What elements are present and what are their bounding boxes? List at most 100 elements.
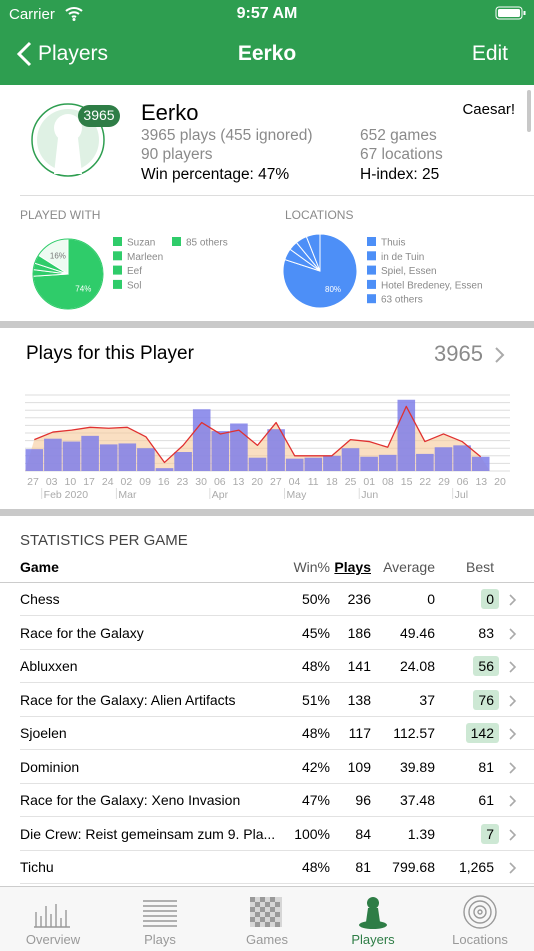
- bar: [62, 441, 81, 471]
- x-tick-label: 25: [345, 476, 357, 488]
- month-label: May: [287, 489, 308, 501]
- edit-button[interactable]: Edit: [471, 42, 508, 65]
- table-cell: 142: [465, 723, 499, 743]
- x-tick-label: 11: [308, 476, 319, 488]
- plays-total[interactable]: 3965: [434, 341, 483, 366]
- table-cell: Win%: [293, 559, 330, 575]
- legend-swatch: [113, 265, 122, 275]
- header: [0, 0, 534, 85]
- x-tick-label: 08: [382, 476, 394, 488]
- legend-swatch: [113, 251, 122, 261]
- table-cell: 37: [419, 691, 435, 708]
- x-tick-label: 15: [401, 476, 413, 488]
- table-cell: Game: [20, 559, 59, 575]
- chevron-path: [509, 761, 517, 774]
- legend-swatch: [367, 279, 376, 289]
- tab-label[interactable]: Overview: [25, 932, 81, 947]
- table-cell: 117: [348, 725, 371, 741]
- scrollbar: [527, 90, 531, 132]
- table-row[interactable]: [0, 750, 534, 783]
- chevron: [509, 594, 517, 606]
- legend-label: Suzan: [127, 238, 155, 249]
- divider: [20, 816, 534, 817]
- legend-swatch: [367, 294, 376, 304]
- divider: [0, 582, 534, 583]
- table-cell: Average: [383, 559, 435, 575]
- tab-label[interactable]: Players: [351, 932, 395, 947]
- x-tick-label: 16: [158, 476, 170, 488]
- separator: [0, 321, 534, 328]
- table-cell: 236: [347, 591, 371, 607]
- stat: 3965 plays (455 ignored): [141, 127, 313, 144]
- legend-swatch: [367, 265, 376, 275]
- x-tick-label: 20: [494, 476, 506, 488]
- x-tick-label: 04: [289, 476, 301, 488]
- table-cell: 37.48: [399, 792, 435, 808]
- legend-label: 85 others: [186, 238, 228, 249]
- bar: [248, 457, 267, 471]
- table-cell: Best: [465, 559, 494, 575]
- bar: [192, 409, 211, 471]
- table-cell: 141: [347, 658, 371, 674]
- table-cell: 81: [355, 859, 371, 875]
- chevron: [509, 694, 517, 707]
- x-tick-label: 09: [139, 476, 151, 488]
- table-cell: 0: [427, 591, 435, 607]
- back-button[interactable]: Players: [38, 42, 109, 65]
- table-row[interactable]: [0, 649, 534, 682]
- bar: [137, 448, 155, 471]
- stats-title: STATISTICS PER GAME: [20, 532, 188, 549]
- slice-label: 74%: [75, 284, 91, 293]
- x-tick-label: 01: [363, 476, 375, 488]
- table-cell: 51%: [301, 691, 330, 708]
- player-tag: Caesar!: [462, 101, 515, 118]
- table-cell: 138: [347, 691, 371, 708]
- x-tick-label: 18: [326, 476, 338, 488]
- chevron-path: [509, 828, 517, 841]
- chevron-path: [509, 862, 517, 874]
- table-cell: 7: [481, 823, 499, 844]
- carrier: Carrier: [9, 6, 55, 23]
- slice-label: 16%: [50, 252, 66, 261]
- stat: Win percentage: 47%: [141, 166, 290, 183]
- chevron-path: [509, 594, 517, 606]
- table-cell: Abluxxen: [20, 658, 78, 674]
- divider: [20, 648, 534, 650]
- x-tick-label: 13: [475, 476, 487, 488]
- divider: [20, 715, 534, 717]
- table-cell: 48%: [301, 725, 330, 741]
- x-tick-label: 22: [419, 476, 431, 488]
- wifi-icon: [65, 7, 83, 21]
- bar: [323, 455, 341, 471]
- chevron: [509, 661, 517, 673]
- stats-table: Game Win% Plays Average Best Chess 50% 236 0 0 Rac…: [0, 556, 534, 886]
- pie-outline: [32, 238, 104, 310]
- table-cell: 84: [355, 825, 371, 842]
- player-name: Eerko: [141, 100, 199, 125]
- tab-label[interactable]: Locations: [452, 932, 508, 947]
- divider: [20, 615, 534, 616]
- plays-title[interactable]: Plays for this Player: [26, 343, 194, 364]
- table-cell: Race for the Galaxy: [20, 624, 144, 641]
- separator: [0, 509, 534, 516]
- x-tick-label: 03: [46, 476, 58, 488]
- bar: [174, 452, 192, 471]
- table-cell: Race for the Galaxy: Alien Artifacts: [20, 691, 236, 708]
- table-row[interactable]: [0, 582, 534, 615]
- divider: [20, 782, 534, 784]
- chevron-path: [509, 795, 517, 807]
- table-cell: 81: [478, 758, 494, 775]
- tab-label[interactable]: Plays: [144, 932, 176, 947]
- table-row[interactable]: [0, 716, 534, 749]
- table-row[interactable]: [0, 850, 534, 883]
- bar: [25, 449, 44, 471]
- x-tick-label: 06: [214, 476, 226, 488]
- bar: [285, 458, 304, 471]
- bar: [360, 456, 378, 471]
- back-chevron[interactable]: [14, 40, 34, 68]
- stat: 652 games: [360, 127, 437, 144]
- legend-swatch: [367, 251, 376, 261]
- tab-label[interactable]: Games: [246, 932, 288, 947]
